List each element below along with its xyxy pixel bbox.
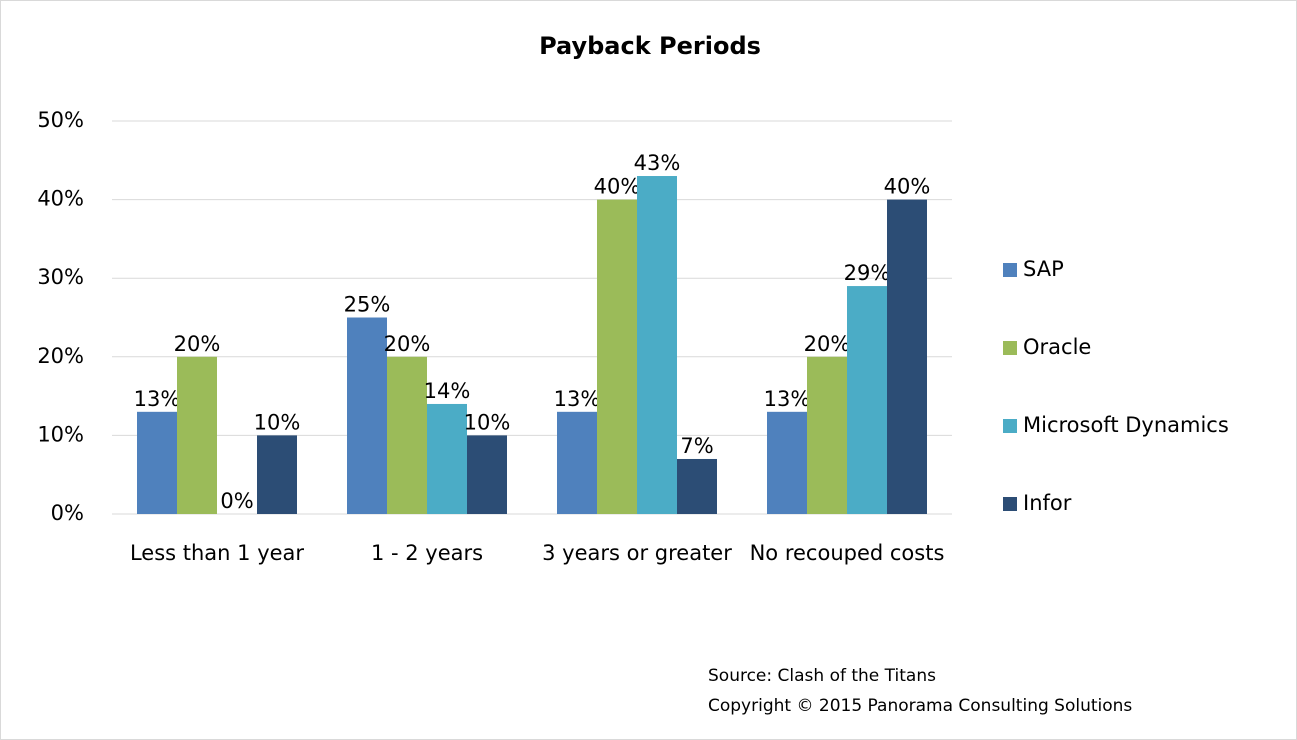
y-tick-label: 50%	[37, 108, 84, 132]
y-tick-label: 20%	[37, 344, 84, 368]
bar	[887, 199, 927, 514]
value-label: 20%	[384, 332, 431, 356]
value-label: 13%	[554, 387, 601, 411]
bar	[597, 199, 637, 514]
x-tick-label: Less than 1 year	[129, 541, 305, 565]
bar	[177, 356, 217, 514]
source-note: Source: Clash of the Titans	[708, 666, 936, 686]
value-label: 7%	[680, 434, 713, 458]
x-tick-label: 3 years or greater	[542, 541, 732, 565]
bar	[257, 435, 297, 514]
bar	[637, 176, 677, 514]
bar	[427, 403, 467, 514]
legend-label: Microsoft Dynamics	[1023, 413, 1229, 437]
x-tick-label: No recouped costs	[749, 541, 945, 565]
value-label: 0%	[220, 489, 253, 513]
value-label: 43%	[634, 151, 681, 175]
value-label: 10%	[464, 410, 511, 434]
legend-swatch	[1003, 263, 1017, 277]
bar	[467, 435, 507, 514]
bar	[137, 411, 177, 514]
value-label: 20%	[174, 332, 221, 356]
bar	[557, 411, 597, 514]
chart-title: Payback Periods	[539, 32, 761, 60]
y-tick-label: 40%	[37, 187, 84, 211]
legend-swatch	[1003, 497, 1017, 511]
copyright-note: Copyright © 2015 Panorama Consulting Sol…	[708, 696, 1133, 716]
bar	[807, 356, 847, 514]
bar	[347, 317, 387, 514]
bar	[847, 286, 887, 514]
legend-label: SAP	[1023, 257, 1064, 281]
legend-swatch	[1003, 341, 1017, 355]
value-label: 40%	[884, 175, 931, 199]
y-tick-label: 0%	[51, 501, 84, 525]
legend-label: Infor	[1023, 491, 1072, 515]
value-label: 13%	[764, 387, 811, 411]
value-label: 14%	[424, 379, 471, 403]
value-label: 10%	[254, 410, 301, 434]
bar	[677, 458, 717, 514]
bar	[767, 411, 807, 514]
y-tick-label: 30%	[37, 265, 84, 289]
value-label: 29%	[844, 261, 891, 285]
bar	[387, 356, 427, 514]
value-label: 13%	[134, 387, 181, 411]
value-label: 25%	[344, 293, 391, 317]
value-label: 40%	[594, 175, 641, 199]
x-tick-label: 1 - 2 years	[370, 541, 484, 565]
legend-swatch	[1003, 419, 1017, 433]
value-label: 20%	[804, 332, 851, 356]
y-tick-label: 10%	[37, 422, 84, 446]
legend-label: Oracle	[1023, 335, 1091, 359]
